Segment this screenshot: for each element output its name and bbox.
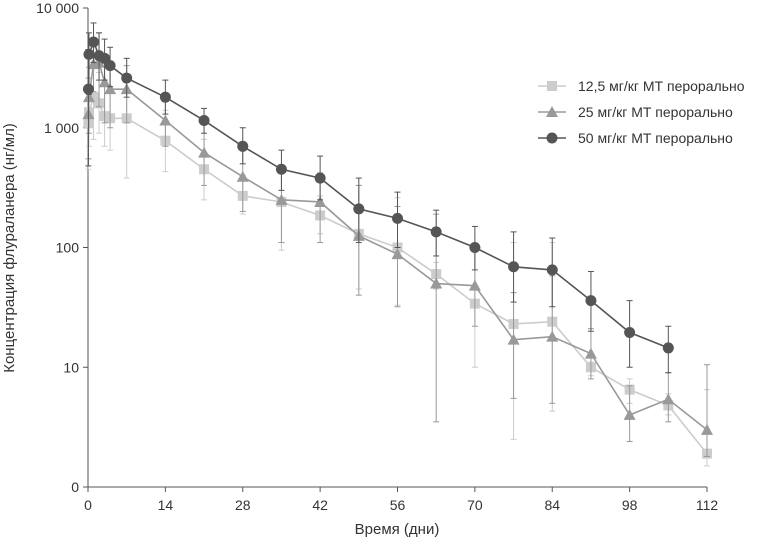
x-tick-label: 112 [696, 497, 719, 513]
y-tick-label: 0 [71, 479, 79, 495]
data-point [88, 92, 99, 103]
y-tick-label: 10 000 [36, 0, 79, 16]
data-point [98, 76, 111, 88]
x-axis-title: Время (дни) [355, 521, 440, 538]
data-point [662, 342, 674, 354]
x-tick-label: 14 [158, 497, 174, 513]
data-point [314, 195, 327, 207]
data-point [88, 36, 100, 48]
legend-label: 25 мг/кг МТ перорально [578, 104, 733, 120]
data-point [623, 408, 636, 420]
data-point [104, 83, 117, 95]
data-point [507, 333, 520, 345]
data-point [392, 212, 403, 224]
legend: 12,5 мг/кг МТ перорально 25 мг/кг МТ перо… [538, 78, 745, 146]
x-tick-label: 56 [390, 497, 406, 513]
legend-label: 12,5 мг/кг МТ перорально [578, 78, 745, 94]
data-point [275, 193, 288, 205]
x-tick-label: 70 [467, 497, 483, 513]
legend-label: 50 мг/кг МТ перорально [578, 130, 733, 146]
data-point [701, 423, 713, 435]
data-point [391, 248, 404, 260]
data-point [353, 203, 365, 215]
data-point [469, 242, 481, 253]
data-point [159, 114, 172, 126]
series-layer [82, 22, 713, 467]
data-point [236, 170, 249, 182]
data-point [314, 172, 326, 184]
data-point [624, 327, 636, 339]
data-point [430, 226, 442, 238]
data-point [546, 264, 558, 276]
data-point [198, 146, 211, 158]
data-point [584, 347, 597, 359]
data-point [468, 279, 481, 291]
data-point [275, 163, 287, 175]
y-tick-label: 100 [56, 240, 80, 256]
data-point [198, 114, 210, 126]
series-line [87, 61, 708, 431]
x-tick-label: 84 [544, 497, 560, 513]
data-point [508, 261, 520, 273]
x-tick-label: 0 [84, 497, 92, 513]
series-3 [82, 22, 674, 374]
x-tick-label: 42 [312, 497, 328, 513]
data-point [121, 72, 133, 84]
legend-marker [547, 81, 557, 91]
data-point [159, 91, 171, 103]
data-point [82, 83, 94, 95]
data-point [585, 295, 597, 307]
data-point [662, 393, 675, 405]
data-point [546, 330, 559, 342]
y-axis-title: Концентрация флураланера (нг/мл) [1, 123, 18, 373]
ticks: 0 14 28 42 56 70 84 98 112 0 10 100 1 000 10 000 [36, 0, 718, 513]
data-point [430, 277, 443, 289]
data-point [237, 140, 249, 152]
y-tick-label: 10 [63, 359, 79, 375]
y-tick-label: 1 000 [44, 120, 79, 136]
data-point [83, 48, 95, 60]
data-point [104, 60, 116, 72]
legend-marker [546, 132, 558, 144]
x-tick-label: 28 [235, 497, 251, 513]
legend-marker [546, 106, 558, 117]
x-tick-label: 98 [622, 497, 638, 513]
